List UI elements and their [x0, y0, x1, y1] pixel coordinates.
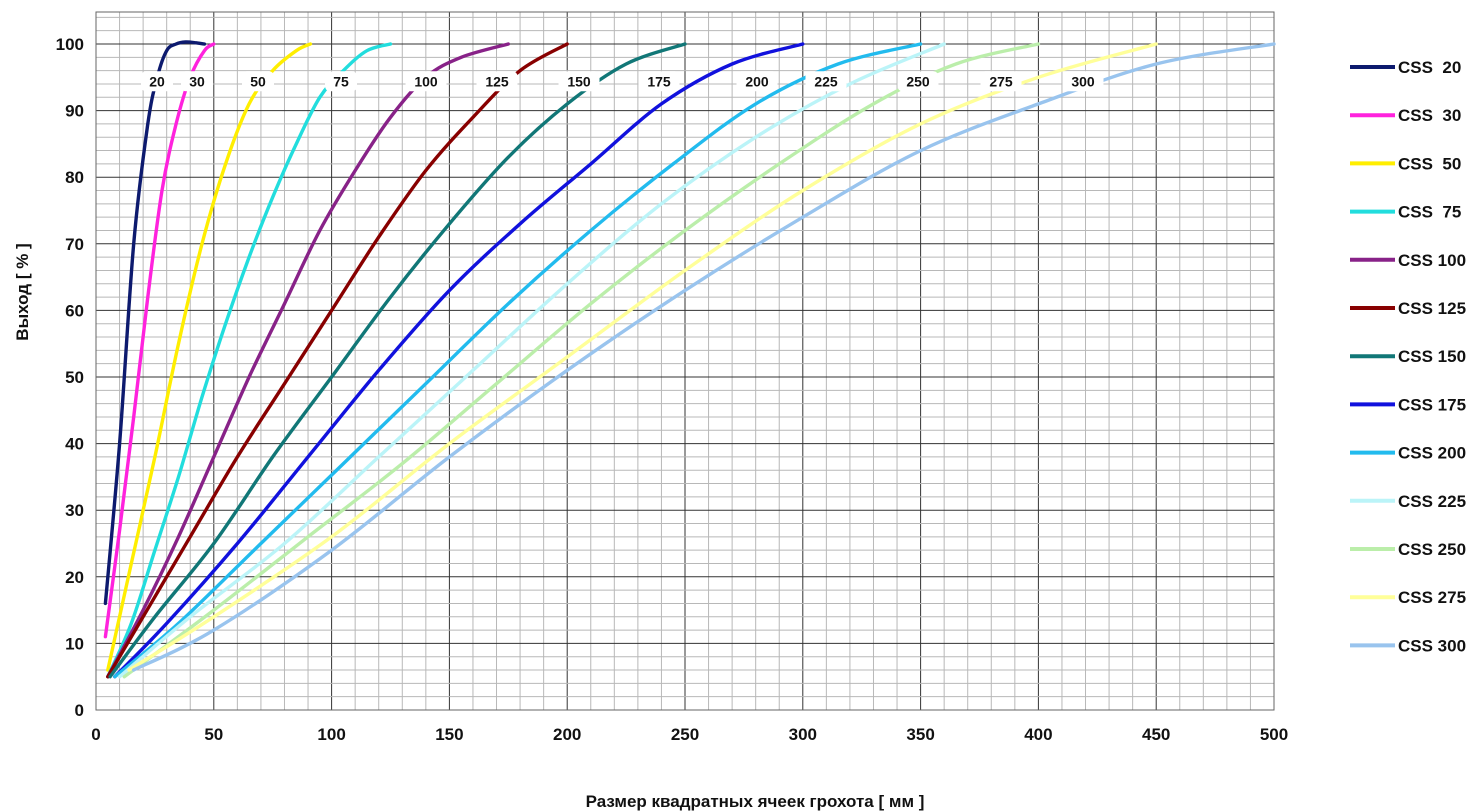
curve-label-bg-100 [405, 71, 447, 92]
x-tick-label: 150 [435, 725, 463, 744]
x-tick-label: 100 [317, 725, 345, 744]
legend-label: CSS 275 [1398, 588, 1466, 607]
x-tick-label: 300 [789, 725, 817, 744]
legend-label: CSS 200 [1398, 444, 1466, 463]
curve-label-bg-200 [736, 71, 778, 92]
x-axis-ticks: 0 50 100 150 200 250 300 350 400 450 500 [91, 725, 1288, 744]
x-tick-label: 0 [91, 725, 100, 744]
curve-label-100: 100 [414, 73, 438, 89]
series-line-css-50 [106, 42, 313, 672]
y-tick-label: 0 [75, 701, 84, 720]
curve-label-225: 225 [814, 73, 838, 89]
series-line-css-30 [103, 42, 216, 639]
legend-label: CSS 150 [1398, 347, 1466, 366]
series-line-css-300 [132, 42, 1276, 672]
curve-label-275: 275 [989, 73, 1013, 89]
legend-label: CSS 75 [1398, 203, 1461, 222]
curve-label-75: 75 [333, 73, 349, 89]
curve-label-bg-20 [141, 71, 173, 92]
series-line-css-75 [106, 42, 393, 679]
curve-label-bg-225 [805, 71, 847, 92]
legend-label: CSS 50 [1398, 154, 1461, 173]
curves [103, 40, 1276, 679]
y-axis-title: Выход [ % ] [13, 243, 32, 340]
curve-label-250: 250 [906, 73, 930, 89]
legend-label: CSS 225 [1398, 492, 1466, 511]
curve-label-20: 20 [149, 73, 165, 89]
curve-label-300: 300 [1071, 73, 1095, 89]
x-tick-label: 250 [671, 725, 699, 744]
y-tick-label: 60 [65, 301, 84, 320]
x-tick-label: 450 [1142, 725, 1170, 744]
curve-label-bg-75 [325, 71, 357, 92]
curve-label-bg-250 [897, 71, 939, 92]
curve-label-bg-275 [980, 71, 1022, 92]
legend-label: CSS 20 [1398, 58, 1461, 77]
y-tick-label: 80 [65, 168, 84, 187]
x-tick-label: 400 [1024, 725, 1052, 744]
series-line-css-125 [106, 42, 569, 679]
curve-label-bg-150 [558, 71, 600, 92]
y-axis-ticks: 0 10 20 30 40 50 60 70 80 90 100 [56, 35, 84, 720]
series-line-css-275 [127, 42, 1158, 672]
series-line-css-250 [122, 42, 1041, 679]
legend-label: CSS 100 [1398, 251, 1466, 270]
x-axis-title: Размер квадратных ячеек грохота [ мм ] [586, 792, 925, 811]
x-tick-label: 50 [204, 725, 223, 744]
curve-label-bg-300 [1062, 71, 1104, 92]
x-tick-label: 200 [553, 725, 581, 744]
curve-labels: 20 30 50 75 100 125 150 175 200 225 250 275 300 [141, 71, 1104, 92]
curve-label-150: 150 [567, 73, 591, 89]
y-tick-label: 50 [65, 368, 84, 387]
legend: CSS 20 CSS 30 CSS 50 CSS 75 CSS 100 CSS 125 CS… [1350, 58, 1466, 655]
series-line-css-225 [117, 42, 946, 679]
curve-label-bg-125 [476, 71, 518, 92]
legend-label: CSS 300 [1398, 636, 1466, 655]
curve-label-125: 125 [485, 73, 509, 89]
legend-label: CSS 30 [1398, 106, 1461, 125]
y-tick-label: 40 [65, 435, 84, 454]
legend-label: CSS 250 [1398, 540, 1466, 559]
y-tick-label: 10 [65, 634, 84, 653]
series-line-css-175 [113, 42, 805, 679]
series-line-css-200 [113, 42, 923, 679]
curve-label-175: 175 [647, 73, 671, 89]
grid [95, 12, 1275, 711]
legend-label: CSS 175 [1398, 395, 1466, 414]
series-line-css-150 [108, 42, 687, 679]
y-tick-label: 100 [56, 35, 84, 54]
y-tick-label: 90 [65, 102, 84, 121]
curve-label-bg-175 [638, 71, 680, 92]
plot-frame [95, 11, 1275, 711]
x-tick-label: 500 [1260, 725, 1288, 744]
curve-label-50: 50 [250, 73, 266, 89]
y-tick-label: 20 [65, 568, 84, 587]
curve-label-200: 200 [745, 73, 769, 89]
y-tick-label: 70 [65, 235, 84, 254]
curve-label-30: 30 [189, 73, 205, 89]
legend-label: CSS 125 [1398, 299, 1466, 318]
curve-label-bg-30 [181, 71, 213, 92]
curve-label-bg-50 [242, 71, 274, 92]
x-tick-label: 350 [906, 725, 934, 744]
y-tick-label: 30 [65, 501, 84, 520]
